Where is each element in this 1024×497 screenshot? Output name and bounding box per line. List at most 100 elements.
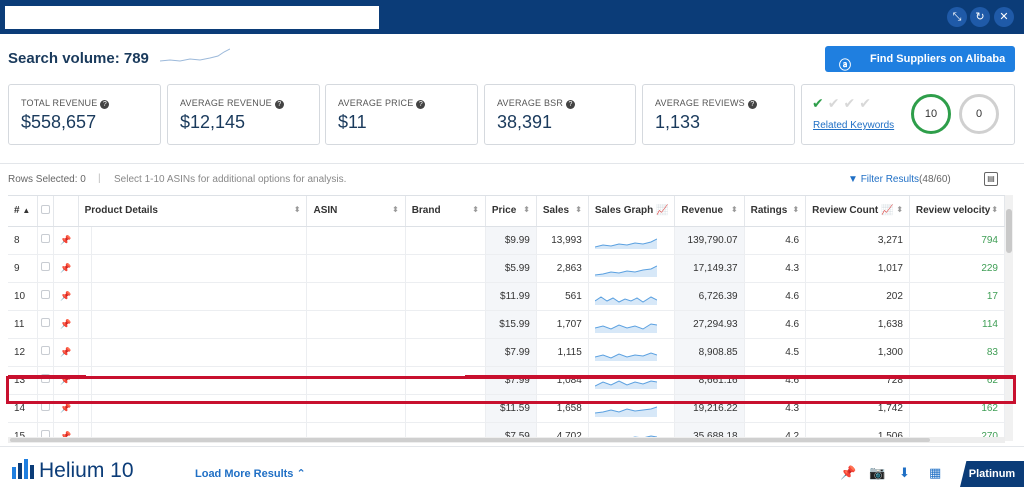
asin-cell[interactable] xyxy=(306,310,406,339)
asin-cell[interactable] xyxy=(306,394,406,423)
pin-icon[interactable]: 📌 xyxy=(60,430,72,441)
asin-cell[interactable] xyxy=(306,338,406,367)
help-icon[interactable]: ? xyxy=(416,100,426,109)
product-details-cell[interactable] xyxy=(91,338,308,367)
alibaba-button-label: Find Suppliers on Alibaba xyxy=(870,53,1006,65)
asin-cell[interactable] xyxy=(306,226,406,255)
horizontal-scrollbar[interactable] xyxy=(8,437,1005,443)
price-cell: $15.99 xyxy=(485,310,537,339)
table-row[interactable]: 11 📌 $15.99 1,707 27,294.93 4.6 1,638 114 xyxy=(8,310,1005,339)
pin-icon[interactable]: 📌 xyxy=(60,290,72,301)
ratings-cell: 4.5 xyxy=(744,338,807,367)
find-suppliers-alibaba-button[interactable]: ⓐ Find Suppliers on Alibaba xyxy=(825,46,1015,72)
pin-icon[interactable]: 📌 xyxy=(60,262,72,273)
column-asin[interactable]: ASIN ⬍ xyxy=(306,196,406,227)
column-review-velocity[interactable]: Review velocity ⬍ xyxy=(909,196,1005,227)
stat-label: AVERAGE REVIEWS xyxy=(655,98,745,108)
sales-graph-cell[interactable] xyxy=(588,226,676,255)
product-thumb-cell xyxy=(78,282,92,311)
row-checkbox[interactable] xyxy=(41,318,51,327)
pin-icon[interactable]: 📌 xyxy=(60,234,72,245)
table-row[interactable]: 9 📌 $5.99 2,863 17,149.37 4.3 1,017 229 xyxy=(8,254,1005,283)
help-icon[interactable]: ? xyxy=(274,100,284,109)
related-keywords-link[interactable]: Related Keywords xyxy=(813,120,895,131)
revenue-cell: 139,790.07 xyxy=(674,226,745,255)
stat-total-revenue: TOTAL REVENUE? $558,657 xyxy=(8,84,161,145)
sales-graph-cell[interactable] xyxy=(588,366,676,395)
load-more-button[interactable]: Load More Results ⌃ xyxy=(195,468,306,480)
check-icon: ✔ xyxy=(827,95,844,111)
pin-icon[interactable]: 📌 xyxy=(60,402,72,413)
sales-graph-cell[interactable] xyxy=(588,310,676,339)
row-checkbox[interactable] xyxy=(41,346,51,355)
table-row[interactable]: 10 📌 $11.99 561 6,726.39 4.6 202 17 xyxy=(8,282,1005,311)
column-price[interactable]: Price ⬍ xyxy=(485,196,537,227)
column-revenue[interactable]: Revenue ⬍ xyxy=(674,196,745,227)
product-details-cell[interactable] xyxy=(91,282,308,311)
row-checkbox[interactable] xyxy=(41,290,51,299)
table-row[interactable]: 13 📌 $7.99 1,084 8,661.16 4.6 728 62 xyxy=(8,366,1005,395)
brand-cell xyxy=(405,422,486,441)
row-checkbox[interactable] xyxy=(41,234,51,243)
help-icon[interactable]: ? xyxy=(100,100,110,109)
brand-cell xyxy=(405,282,486,311)
column-settings-icon[interactable]: ▤ xyxy=(984,172,998,186)
filter-results-button[interactable]: ▼ Filter Results(48/60) xyxy=(848,174,951,185)
sort-icon: ⬍ xyxy=(991,205,998,215)
camera-icon[interactable]: 📷 xyxy=(869,465,886,480)
review-velocity-cell: 162 xyxy=(909,394,1005,423)
alibaba-icon: ⓐ xyxy=(839,58,852,72)
refresh-icon[interactable]: ↻ xyxy=(970,7,990,27)
sales-graph-cell[interactable] xyxy=(588,338,676,367)
download-icon[interactable]: ⬇ xyxy=(899,465,910,480)
sales-graph-cell[interactable] xyxy=(588,282,676,311)
column-sales-graph[interactable]: Sales Graph 📈 xyxy=(588,196,676,227)
keyword-checkmarks: ✔✔✔✔ xyxy=(812,95,875,112)
pin-icon[interactable]: 📌 xyxy=(840,465,857,480)
close-icon[interactable]: ✕ xyxy=(994,7,1014,27)
column-sales[interactable]: Sales ⬍ xyxy=(536,196,589,227)
spreadsheet-icon[interactable]: ▦ xyxy=(929,465,942,480)
product-details-cell[interactable] xyxy=(91,394,308,423)
asin-cell[interactable] xyxy=(306,422,406,441)
asin-cell[interactable] xyxy=(306,282,406,311)
help-icon[interactable]: ? xyxy=(747,100,757,109)
product-details-cell[interactable] xyxy=(91,254,308,283)
column-ratings[interactable]: Ratings ⬍ xyxy=(744,196,807,227)
table-row[interactable]: 8 📌 $9.99 13,993 139,790.07 4.6 3,271 794 xyxy=(8,226,1005,255)
collapse-icon[interactable]: ⤡ xyxy=(947,7,967,27)
table-row[interactable]: 14 📌 $11.59 1,658 19,216.22 4.3 1,742 162 xyxy=(8,394,1005,423)
vertical-scroll-thumb[interactable] xyxy=(1006,209,1012,253)
sales-graph-cell[interactable] xyxy=(588,394,676,423)
horizontal-scroll-thumb[interactable] xyxy=(10,438,930,442)
help-icon[interactable]: ? xyxy=(566,100,576,109)
sort-icon: ⬍ xyxy=(575,205,582,215)
pin-icon[interactable]: 📌 xyxy=(60,374,72,385)
sales-cell: 1,707 xyxy=(536,310,589,339)
column-product-details[interactable]: Product Details ⬍ xyxy=(78,196,308,227)
sales-graph-cell[interactable] xyxy=(588,254,676,283)
row-checkbox[interactable] xyxy=(41,262,51,271)
table-row[interactable]: 15 📌 $7.59 4,702 35,688.18 4.2 1,506 270 xyxy=(8,422,1005,441)
vertical-scrollbar[interactable] xyxy=(1005,195,1013,441)
sort-icon: ⬍ xyxy=(730,205,738,215)
column-brand[interactable]: Brand ⬍ xyxy=(405,196,486,227)
review-velocity-cell: 229 xyxy=(909,254,1005,283)
product-details-cell[interactable] xyxy=(91,366,308,395)
select-all-checkbox[interactable] xyxy=(41,204,51,214)
pin-icon[interactable]: 📌 xyxy=(60,346,72,357)
product-details-cell[interactable] xyxy=(91,310,308,339)
asin-cell[interactable] xyxy=(306,254,406,283)
table-row[interactable]: 12 📌 $7.99 1,115 8,908.85 4.5 1,300 83 xyxy=(8,338,1005,367)
product-details-cell[interactable] xyxy=(91,422,308,441)
sales-sparkline xyxy=(594,265,658,277)
column-num[interactable]: # ▲ xyxy=(8,196,39,227)
sales-cell: 561 xyxy=(536,282,589,311)
pin-icon[interactable]: 📌 xyxy=(60,318,72,329)
stat-value: 38,391 xyxy=(497,112,553,132)
row-checkbox-cell xyxy=(37,282,55,311)
revenue-cell: 35,688.18 xyxy=(674,422,745,441)
asin-cell[interactable] xyxy=(306,366,406,395)
product-details-cell[interactable] xyxy=(91,226,308,255)
column-review-count[interactable]: Review Count 📈 ⬍ xyxy=(805,196,910,227)
